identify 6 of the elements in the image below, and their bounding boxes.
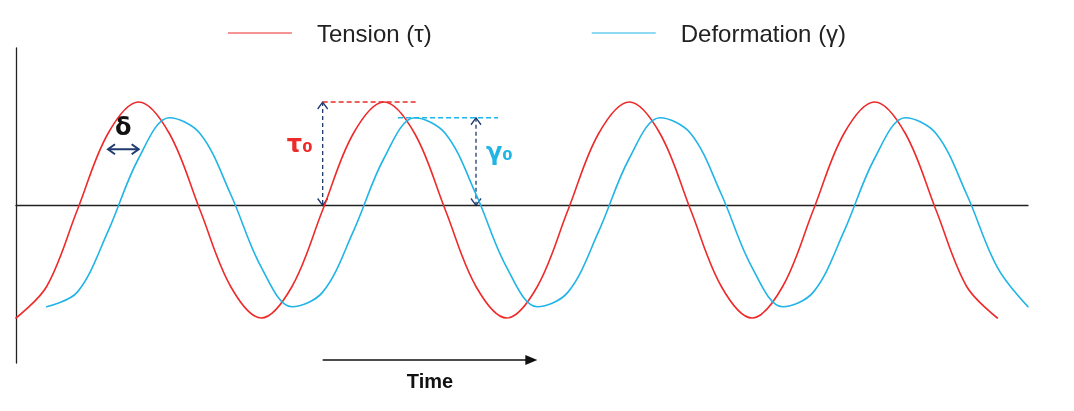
annotation: τ₀ bbox=[286, 129, 313, 158]
x-axis-title: Time bbox=[406, 370, 454, 392]
annotation: γ₀ bbox=[486, 137, 513, 166]
legend-label: Deformation (γ) bbox=[680, 19, 847, 47]
annotation: δ bbox=[115, 113, 132, 142]
legend-label: Tension (τ) bbox=[316, 19, 432, 47]
